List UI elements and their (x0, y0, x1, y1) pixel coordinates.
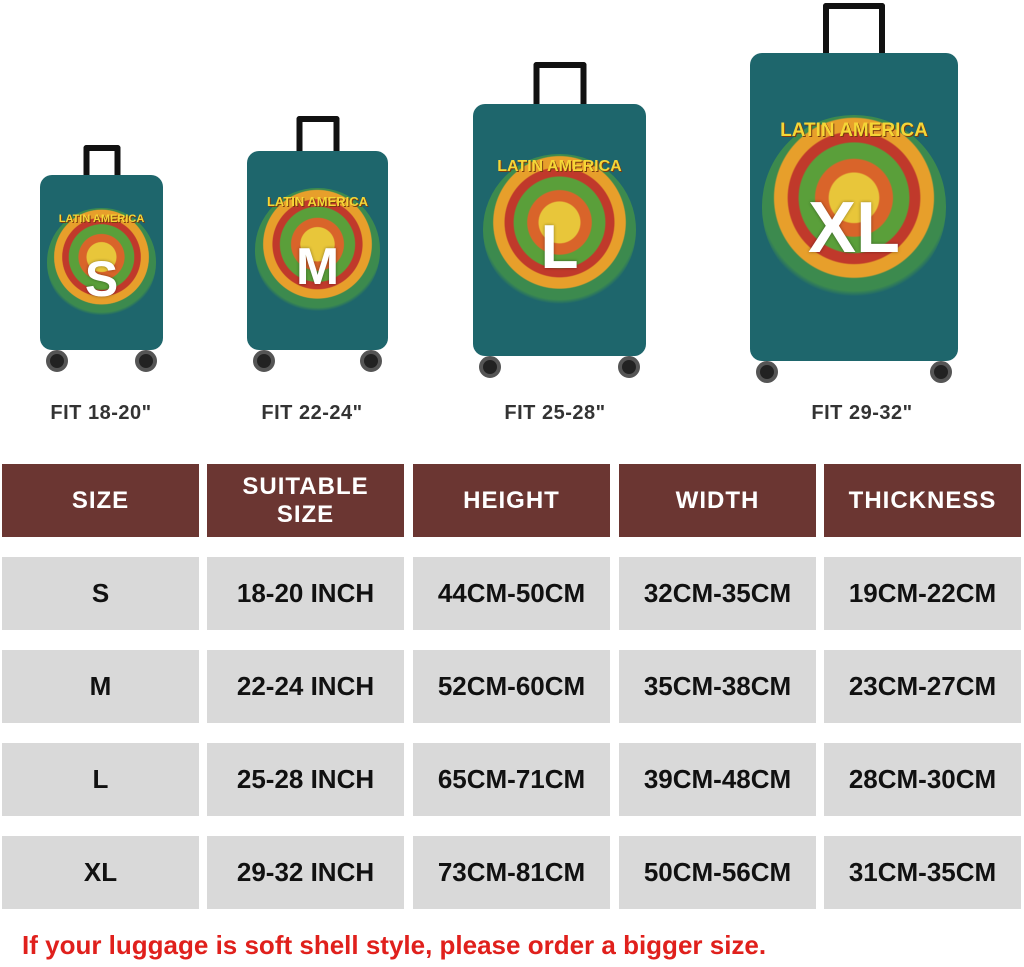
table-cell: 39CM-48CM (619, 743, 816, 816)
handle-icon (83, 145, 120, 175)
table-cell: 29-32 INCH (207, 836, 404, 909)
table-cell: XL (2, 836, 199, 909)
table-cell: 65CM-71CM (413, 743, 610, 816)
handle-icon (533, 62, 586, 104)
wheel-icon (618, 356, 640, 378)
table-header: HEIGHT (413, 464, 610, 537)
cover-body: LATIN AMERICA XL (750, 53, 958, 361)
size-letter: S (84, 251, 119, 307)
artwork-text: LATIN AMERICA (266, 194, 369, 209)
table-cell: 35CM-38CM (619, 650, 816, 723)
wheel-icon (253, 350, 275, 372)
fit-label: FIT 22-24" (261, 402, 363, 424)
cover-body: LATIN AMERICA L (473, 104, 646, 356)
cover-body: LATIN AMERICA M (247, 151, 388, 350)
wheel-icon (756, 361, 778, 383)
table-header: WIDTH (619, 464, 816, 537)
wheel-icon (46, 350, 68, 372)
luggage-cover-xl: LATIN AMERICA XL (750, 3, 958, 383)
table-cell: 28CM-30CM (824, 743, 1021, 816)
table-header: THICKNESS (824, 464, 1021, 537)
cover-body: LATIN AMERICA S (40, 175, 163, 350)
table-cell: 19CM-22CM (824, 557, 1021, 630)
table-cell: 18-20 INCH (207, 557, 404, 630)
table-cell: L (2, 743, 199, 816)
handle-icon (823, 3, 885, 53)
table-cell: 52CM-60CM (413, 650, 610, 723)
fit-label: FIT 29-32" (811, 402, 913, 424)
table-header: SUITABLE SIZE (207, 464, 404, 537)
latin-america-artwork (762, 115, 946, 299)
wheel-icon (360, 350, 382, 372)
table-header: SIZE (2, 464, 199, 537)
table-cell: 31CM-35CM (824, 836, 1021, 909)
luggage-cover-m: LATIN AMERICA M (247, 116, 388, 372)
fit-label: FIT 25-28" (504, 402, 606, 424)
size-letter: XL (807, 188, 900, 268)
table-cell: 22-24 INCH (207, 650, 404, 723)
table-cell: 50CM-56CM (619, 836, 816, 909)
soft-shell-note: If your luggage is soft shell style, ple… (22, 930, 767, 960)
luggage-cover-s: LATIN AMERICA S (40, 145, 163, 372)
latin-america-artwork (255, 188, 380, 313)
table-cell: S (2, 557, 199, 630)
latin-america-artwork (483, 153, 636, 307)
wheel-icon (479, 356, 501, 378)
artwork-text: LATIN AMERICA (497, 158, 622, 175)
latin-america-artwork (47, 208, 156, 317)
table-cell: M (2, 650, 199, 723)
table-cell: 44CM-50CM (413, 557, 610, 630)
wheel-icon (135, 350, 157, 372)
handle-icon (296, 116, 339, 151)
luggage-cover-l: LATIN AMERICA L (473, 62, 646, 378)
table-cell: 73CM-81CM (413, 836, 610, 909)
wheel-icon (930, 361, 952, 383)
size-letter: L (540, 213, 579, 282)
table-cell: 25-28 INCH (207, 743, 404, 816)
size-letter: M (295, 238, 340, 296)
fit-label: FIT 18-20" (50, 402, 152, 424)
artwork-text: LATIN AMERICA (58, 213, 145, 225)
artwork-text: LATIN AMERICA (780, 120, 928, 141)
table-cell: 32CM-35CM (619, 557, 816, 630)
table-cell: 23CM-27CM (824, 650, 1021, 723)
